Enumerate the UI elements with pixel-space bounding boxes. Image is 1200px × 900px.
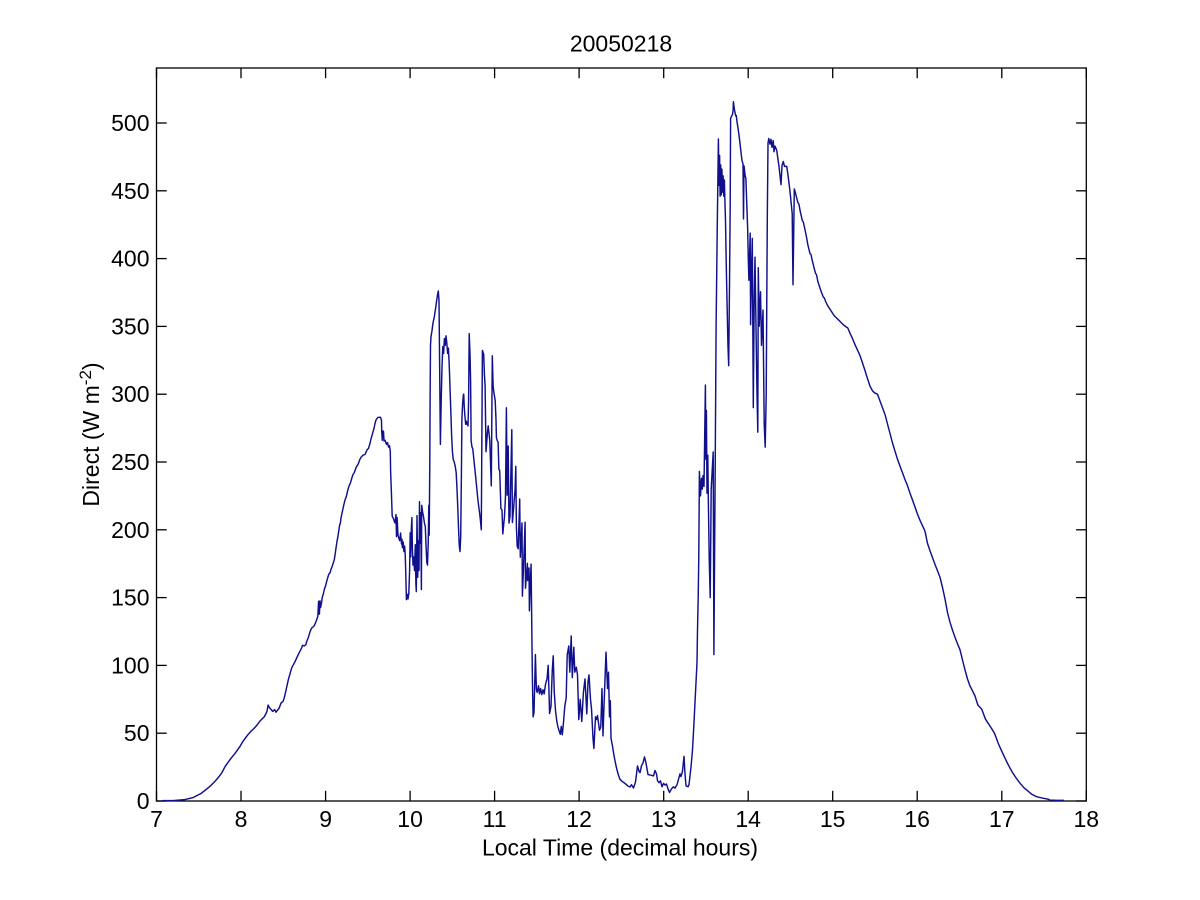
svg-text:150: 150 [111,585,149,611]
svg-text:11: 11 [483,806,507,832]
svg-text:0: 0 [137,788,150,814]
svg-text:200: 200 [111,517,149,543]
svg-text:17: 17 [989,806,1015,832]
svg-text:20050218: 20050218 [570,31,672,57]
svg-text:450: 450 [111,178,149,204]
svg-text:500: 500 [111,110,149,136]
svg-text:15: 15 [820,806,846,832]
svg-text:300: 300 [111,381,149,407]
svg-text:16: 16 [904,806,930,832]
svg-text:50: 50 [124,720,150,746]
svg-text:10: 10 [397,806,423,832]
svg-text:Direct (W m-2): Direct (W m-2) [76,362,104,506]
svg-text:13: 13 [651,806,677,832]
svg-text:350: 350 [111,313,149,339]
svg-text:9: 9 [319,806,332,832]
svg-text:18: 18 [1074,806,1100,832]
svg-text:100: 100 [111,652,149,678]
svg-text:250: 250 [111,449,149,475]
svg-text:14: 14 [735,806,761,832]
svg-text:Local Time (decimal hours): Local Time (decimal hours) [482,835,758,861]
svg-text:7: 7 [150,806,163,832]
svg-text:12: 12 [566,806,592,832]
svg-text:8: 8 [235,806,248,832]
svg-text:400: 400 [111,246,149,272]
